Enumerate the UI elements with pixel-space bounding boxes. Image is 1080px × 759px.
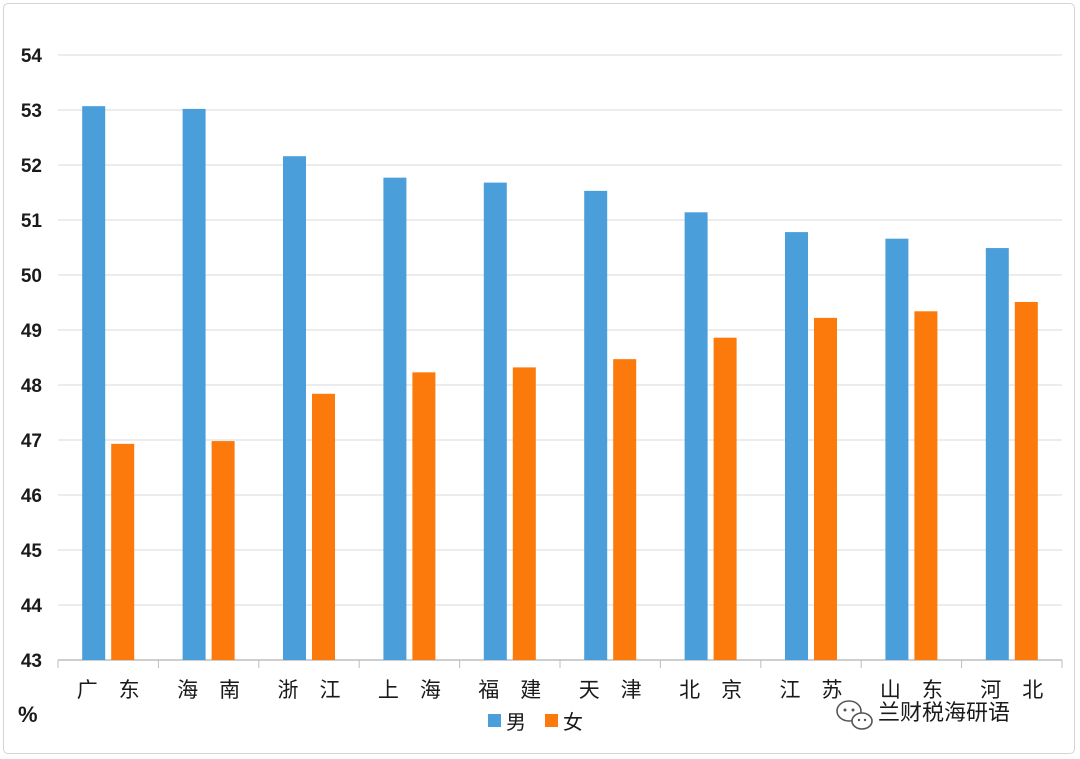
bar-female [412,372,436,660]
y-tick-label: 54 [21,46,43,67]
legend-swatch-female [545,714,558,727]
x-category-label: 海 南 [177,678,240,702]
bar-male [684,212,708,661]
bar-male [985,248,1009,661]
x-category-label: 江 苏 [780,678,843,702]
bar-male [584,190,608,660]
bar-female [211,441,235,660]
y-tick-label: 48 [21,376,42,397]
y-tick-label: 50 [21,266,42,287]
wechat-icon [836,700,873,730]
x-category-label: 山 东 [880,678,943,702]
x-category-label: 北 京 [679,678,742,702]
y-tick-label: 44 [21,596,43,617]
y-axis-ticks: 43 44 45 46 47 48 49 50 51 52 53 54 [21,46,43,672]
bar-female [613,359,637,660]
bar-male [483,182,507,660]
y-tick-label: 52 [21,156,42,177]
legend-swatch-male [488,714,501,727]
y-tick-label: 45 [21,541,43,562]
bar-male [82,106,106,660]
bar-female [814,317,837,660]
x-axis-categories: 广 东海 南浙 江上 海福 建天 津北 京江 苏山 东河 北 [77,678,1044,702]
bar-male [885,238,909,660]
bar-female [713,337,737,660]
y-tick-label: 51 [21,211,43,232]
bar-male [383,177,407,660]
bar-female [312,393,335,660]
watermark: 兰财税海研语 [836,700,1010,730]
y-tick-label: 46 [21,486,42,507]
x-category-label: 上 海 [378,678,441,702]
bar-female [914,311,938,660]
x-category-label: 广 东 [77,678,140,702]
legend-label-male: 男 [506,710,526,734]
chart-frame [3,3,1075,754]
x-category-label: 天 津 [579,678,642,702]
x-category-label: 福 建 [478,678,541,702]
y-tick-label: 53 [21,101,42,122]
legend: 男 女 [488,710,583,734]
y-tick-label: 49 [21,321,42,342]
legend-label-female: 女 [563,710,583,734]
bar-male [182,108,206,660]
bar-female [512,367,536,660]
bar-male [785,232,808,660]
x-category-label: 河 北 [980,678,1043,702]
bar-female [111,443,135,660]
y-tick-label: 43 [21,651,42,672]
y-tick-label: 47 [21,431,42,452]
watermark-text: 兰财税海研语 [878,701,1010,726]
y-axis-unit-label: % [18,702,38,727]
bar-female [1014,301,1038,660]
x-category-label: 浙 江 [278,678,341,702]
bar-male [283,156,306,660]
gridlines [58,54,1062,661]
bars [57,106,1063,668]
